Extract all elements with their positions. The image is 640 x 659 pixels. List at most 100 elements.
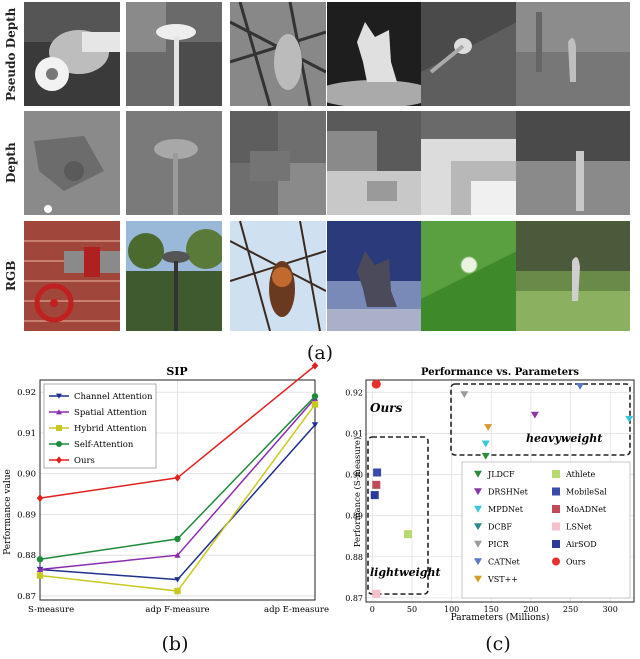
row-label-pseudo-depth: Pseudo Depth: [4, 7, 18, 101]
legend-marker: [474, 505, 482, 513]
data-point: [373, 468, 382, 477]
legend-marker: [56, 425, 62, 431]
legend-label: VST++: [487, 575, 518, 584]
chart-performance-vs-parameters: Performance vs. Parameters Performance (…: [345, 367, 635, 623]
data-point: [404, 530, 413, 539]
depth-image-3: [230, 111, 326, 215]
legend-marker: [56, 456, 62, 464]
xtick-label: 250: [563, 605, 578, 614]
chart-c-ylabel: Performance (S-measure): [352, 437, 363, 548]
data-point: [481, 440, 490, 448]
ytick-label: 0.92: [17, 388, 36, 398]
pseudo-depth-image-5: [421, 2, 517, 106]
data-point: [174, 535, 181, 543]
data-point: [36, 556, 44, 563]
ytick-label: 0.91: [345, 429, 363, 438]
data-point: [370, 491, 379, 500]
ytick-label: 0.88: [345, 553, 363, 562]
panel-label-b: (b): [161, 633, 189, 655]
data-point: [460, 391, 469, 398]
pseudo-depth-image-1: [24, 2, 120, 106]
pseudo-depth-image-4: [327, 2, 423, 106]
pseudo-depth-image-2: [126, 2, 222, 106]
data-point: [311, 393, 319, 400]
legend-label: MPDNet: [488, 505, 524, 514]
ytick-label: 0.89: [17, 510, 36, 520]
panel-label-a: (a): [306, 342, 334, 364]
ytick-label: 0.90: [345, 471, 363, 480]
xtick-label: 50: [407, 605, 417, 614]
chart-b-ylabel: Performance value: [3, 469, 13, 555]
legend-marker: [552, 522, 560, 531]
legend-marker: [474, 488, 482, 496]
rgb-image-4: [327, 221, 423, 331]
chart-b-title: SIP: [166, 365, 187, 378]
ytick-label: 0.87: [345, 594, 363, 603]
pseudo-depth-image-6: [516, 2, 630, 106]
data-point: [372, 589, 381, 598]
data-point: [36, 566, 44, 573]
lightweight-box: [367, 436, 429, 595]
data-point: [481, 452, 490, 460]
data-point: [530, 411, 539, 419]
xtick-label: adp E-measure: [264, 605, 329, 615]
row-label-rgb: RGB: [4, 260, 18, 292]
legend-label: Ours: [74, 456, 95, 466]
legend-marker: [552, 487, 560, 496]
ytick-label: 0.87: [17, 592, 36, 602]
legend-label: Spatial Attention: [74, 408, 148, 418]
pseudo-depth-image-3: [230, 2, 326, 106]
legend-label: Self-Attention: [74, 440, 134, 450]
data-point: [372, 480, 381, 489]
legend-marker: [56, 393, 62, 399]
legend-marker: [474, 575, 482, 583]
xtick-label: 0: [370, 605, 375, 614]
legend-marker: [552, 470, 560, 478]
xtick-label: 100: [444, 605, 459, 614]
legend-label: AirSOD: [565, 540, 597, 549]
data-point: [174, 587, 181, 595]
chart-c-plot-frame: [365, 379, 635, 603]
legend-label: CATNet: [488, 558, 521, 567]
xtick-label: 200: [523, 605, 538, 614]
data-point: [576, 382, 585, 390]
legend-label: MoADNet: [566, 505, 607, 514]
rgb-image-3: [230, 221, 326, 331]
panel-label-c: (c): [485, 633, 511, 655]
data-point: [484, 424, 493, 431]
annotation-ours: Ours: [370, 401, 403, 415]
data-point: [36, 572, 44, 579]
ytick-label: 0.92: [345, 388, 363, 397]
ytick-label: 0.89: [345, 512, 363, 521]
chart-c-legend-frame: [461, 461, 631, 599]
data-point: [174, 577, 181, 583]
rgb-image-6: [516, 221, 630, 331]
data-point: [311, 401, 319, 408]
legend-marker: [474, 470, 482, 478]
legend-label: Hybrid Attention: [74, 424, 147, 434]
legend-label: DRSHNet: [488, 488, 529, 497]
legend-marker: [56, 409, 62, 415]
depth-image-1: [24, 111, 120, 215]
legend-marker: [474, 523, 482, 531]
legend-label: Athlete: [565, 470, 596, 479]
ytick-label: 0.91: [17, 429, 36, 439]
annotation-heavyweight: heavyweight: [526, 432, 602, 445]
legend-marker: [552, 505, 560, 513]
depth-image-2: [126, 111, 222, 215]
legend-label: MobileSal: [566, 488, 607, 497]
rgb-image-2: [126, 221, 222, 331]
data-point: [174, 552, 181, 558]
legend-frame: [43, 383, 157, 469]
rgb-image-1: [24, 221, 120, 331]
ytick-label: 0.90: [17, 470, 36, 480]
legend-marker: [552, 540, 560, 548]
chart-b-plot-frame: [39, 379, 316, 601]
depth-image-4: [327, 111, 423, 215]
legend-label: Ours: [566, 558, 586, 567]
legend-label: LSNet: [566, 523, 593, 532]
data-point: [311, 362, 319, 370]
legend-label: PICR: [488, 540, 510, 549]
annotation-lightweight: lightweight: [370, 566, 441, 579]
legend-marker: [552, 557, 560, 566]
